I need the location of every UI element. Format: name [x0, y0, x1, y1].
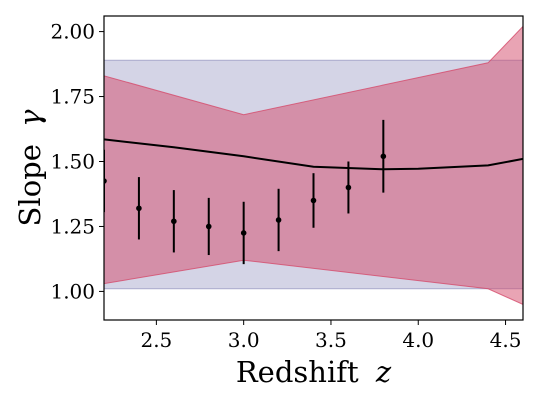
data-point-4: [240, 230, 247, 236]
y-axis-label-symbol: γ: [13, 109, 47, 127]
x-tick-label-0: 2.5: [140, 328, 172, 352]
x-tick-label-3: 4.0: [402, 328, 434, 352]
data-point-5: [275, 217, 282, 223]
y-tick-label-4: 2.00: [50, 20, 95, 44]
data-point-0: [104, 178, 107, 184]
x-tick-label-1: 3.0: [228, 328, 260, 352]
axes: 2.5 3.0 3.5 4.0 4.5 1.00 1.25 1.50 1.75 2.00: [50, 15, 524, 352]
data-point-6: [310, 197, 317, 204]
y-tick-label-3: 1.75: [50, 85, 95, 109]
x-axis-label: Redshift z: [236, 355, 392, 389]
data-point-2: [171, 218, 177, 225]
x-axis-label-symbol: z: [375, 355, 392, 389]
data-point-8: [380, 153, 387, 160]
data-point-1: [136, 205, 142, 212]
plot-frame: [103, 15, 524, 321]
x-tick-label-4: 4.5: [490, 328, 522, 352]
plot-content: [104, 25, 523, 305]
data-point-7: [345, 184, 352, 191]
y-axis-label: Slope γ: [13, 109, 47, 227]
data-point-3: [205, 223, 212, 230]
plot-area: [104, 25, 523, 305]
x-axis-label-text: Redshift: [236, 355, 359, 389]
y-axis-label-text: Slope: [13, 144, 47, 226]
x-tick-label-2: 3.5: [315, 328, 347, 352]
y-tick-label-1: 1.25: [50, 214, 95, 238]
y-tick-label-0: 1.00: [50, 279, 95, 303]
y-tick-label-2: 1.50: [50, 150, 95, 174]
